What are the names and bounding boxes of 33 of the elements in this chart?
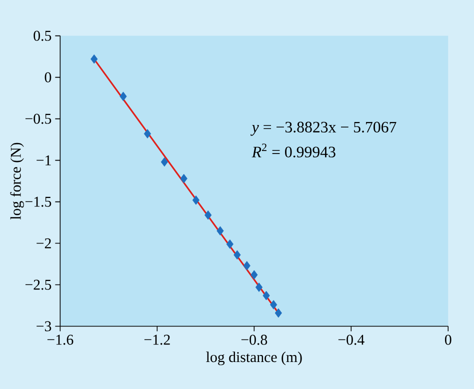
y-tick-label: 0.5: [34, 30, 52, 41]
y-tick-label: −1.5: [25, 196, 52, 207]
x-tick-label: 0: [444, 334, 452, 345]
point: [160, 157, 168, 167]
point: [274, 308, 282, 318]
x-axis-title: log distance (m): [206, 352, 302, 366]
point: [243, 261, 250, 270]
x-tick-label: −1.6: [47, 334, 74, 345]
y-tick-label: 0: [44, 72, 52, 82]
point: [120, 92, 127, 102]
point: [226, 239, 234, 249]
y-tick-label: −2: [36, 238, 51, 248]
x-tick-label: −0.8: [241, 334, 268, 345]
y-axis-title: log force (N): [10, 142, 24, 220]
point: [204, 210, 212, 220]
point: [192, 195, 200, 205]
y-tick-label: −3: [36, 321, 52, 332]
x-tick-label: −1.2: [144, 334, 170, 345]
annotation: y = −3.8823x − 5.7067: [250, 122, 396, 136]
point: [255, 282, 263, 292]
point: [144, 129, 152, 138]
point: [216, 226, 224, 236]
annotation: R$^{2}$ = 0.99943: [252, 144, 336, 158]
point: [270, 300, 278, 310]
point: [234, 250, 241, 260]
point: [262, 290, 270, 300]
point: [180, 174, 188, 184]
y-tick-label: −2.5: [25, 280, 52, 290]
y-tick-label: −1: [36, 155, 51, 166]
y-tick-label: −0.5: [25, 114, 52, 124]
x-tick-label: −0.4: [338, 334, 364, 345]
point: [90, 54, 98, 64]
point: [250, 270, 258, 280]
